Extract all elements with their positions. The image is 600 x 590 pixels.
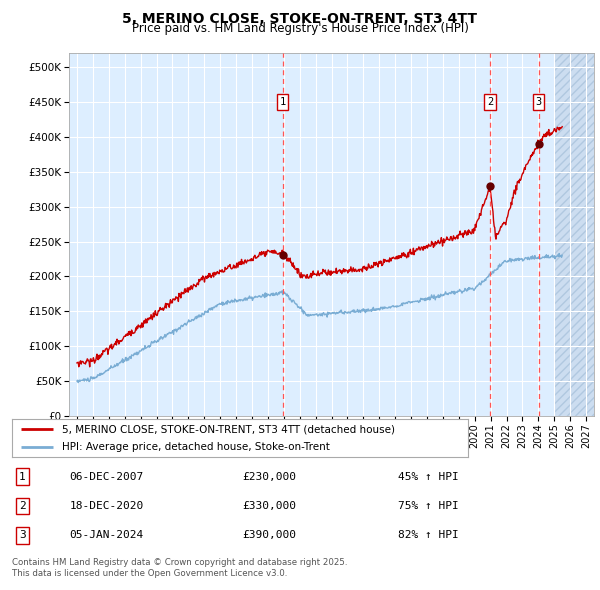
Text: 2: 2: [487, 97, 493, 107]
Text: £330,000: £330,000: [242, 501, 296, 511]
Text: HPI: Average price, detached house, Stoke-on-Trent: HPI: Average price, detached house, Stok…: [62, 442, 330, 452]
Text: Contains HM Land Registry data © Crown copyright and database right 2025.
This d: Contains HM Land Registry data © Crown c…: [12, 558, 347, 578]
Text: 18-DEC-2020: 18-DEC-2020: [70, 501, 144, 511]
Text: Price paid vs. HM Land Registry's House Price Index (HPI): Price paid vs. HM Land Registry's House …: [131, 22, 469, 35]
Text: 05-JAN-2024: 05-JAN-2024: [70, 530, 144, 540]
Bar: [554, 53, 594, 416]
Text: 5, MERINO CLOSE, STOKE-ON-TRENT, ST3 4TT: 5, MERINO CLOSE, STOKE-ON-TRENT, ST3 4TT: [122, 12, 478, 26]
Text: 3: 3: [536, 97, 542, 107]
Text: 1: 1: [19, 471, 26, 481]
Text: 2: 2: [19, 501, 26, 511]
Text: 45% ↑ HPI: 45% ↑ HPI: [398, 471, 458, 481]
Text: 75% ↑ HPI: 75% ↑ HPI: [398, 501, 458, 511]
Text: 3: 3: [19, 530, 26, 540]
Text: 06-DEC-2007: 06-DEC-2007: [70, 471, 144, 481]
Text: 1: 1: [280, 97, 286, 107]
Text: 5, MERINO CLOSE, STOKE-ON-TRENT, ST3 4TT (detached house): 5, MERINO CLOSE, STOKE-ON-TRENT, ST3 4TT…: [62, 424, 395, 434]
Text: £230,000: £230,000: [242, 471, 296, 481]
Text: £390,000: £390,000: [242, 530, 296, 540]
Text: 82% ↑ HPI: 82% ↑ HPI: [398, 530, 458, 540]
